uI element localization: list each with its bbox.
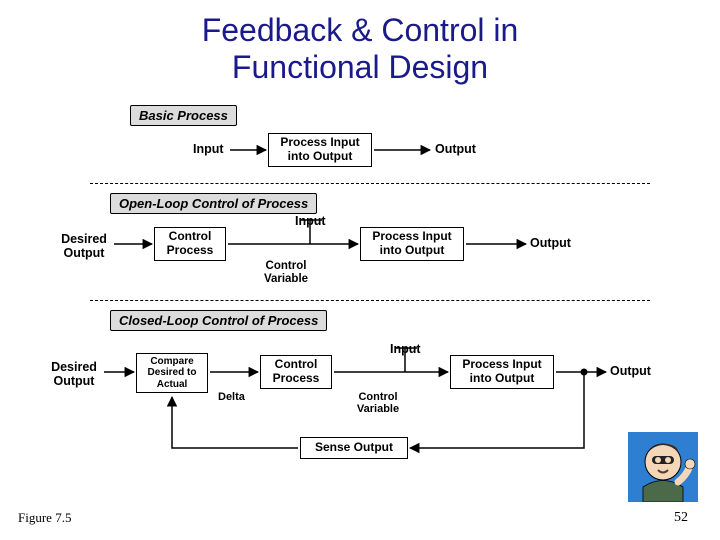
box-basic-process: Process Inputinto Output [268, 133, 372, 167]
slide-title: Feedback & Control in Functional Design [0, 0, 720, 86]
label-closed-delta: Delta [218, 391, 245, 403]
box-closed-process: Process Inputinto Output [450, 355, 554, 389]
clip-art-icon [628, 432, 698, 502]
label-basic-input: Input [193, 143, 224, 157]
box-closed-control: ControlProcess [260, 355, 332, 389]
separator-1 [90, 183, 650, 184]
title-line-1: Feedback & Control in [202, 12, 519, 48]
label-closed-input: Input [390, 343, 421, 357]
label-open-input: Input [295, 215, 326, 229]
label-open-cv: ControlVariable [256, 260, 316, 285]
box-open-control-text: ControlProcess [167, 230, 214, 258]
section-header-open: Open-Loop Control of Process [110, 193, 317, 214]
section-header-basic: Basic Process [130, 105, 237, 126]
box-open-process-text: Process Inputinto Output [372, 230, 451, 258]
box-closed-compare: CompareDesired toActual [136, 353, 208, 393]
label-open-output: Output [530, 237, 571, 251]
diagram-area: Basic Process Input Process Inputinto Ou… [90, 105, 650, 475]
title-line-2: Functional Design [232, 49, 488, 85]
box-closed-sense-text: Sense Output [315, 441, 393, 455]
label-basic-output: Output [435, 143, 476, 157]
box-basic-process-text: Process Inputinto Output [280, 136, 359, 164]
label-open-desired: DesiredOutput [54, 233, 114, 261]
box-closed-compare-text: CompareDesired toActual [148, 356, 197, 391]
box-closed-sense: Sense Output [300, 437, 408, 459]
page-number: 52 [674, 510, 688, 526]
box-closed-process-text: Process Inputinto Output [462, 358, 541, 386]
label-closed-cv: ControlVariable [348, 391, 408, 415]
box-open-process: Process Inputinto Output [360, 227, 464, 261]
separator-2 [90, 300, 650, 301]
section-header-closed: Closed-Loop Control of Process [110, 310, 327, 331]
label-closed-desired: DesiredOutput [44, 361, 104, 389]
figure-label: Figure 7.5 [18, 510, 71, 526]
box-closed-control-text: ControlProcess [273, 358, 320, 386]
box-open-control: ControlProcess [154, 227, 226, 261]
label-closed-output: Output [610, 365, 651, 379]
